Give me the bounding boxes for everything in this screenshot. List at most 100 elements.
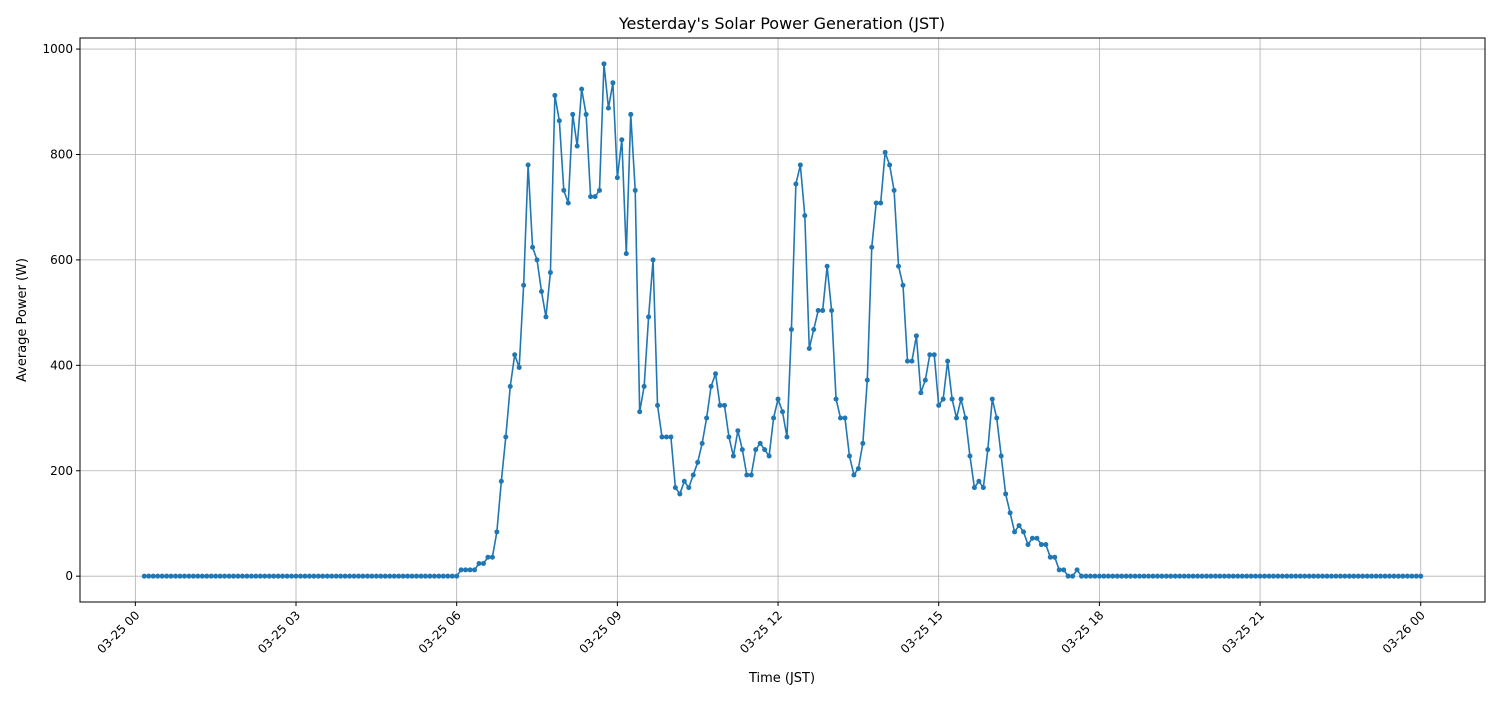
x-tick-label: 03-25 09	[576, 608, 624, 656]
data-point	[342, 573, 348, 579]
data-point	[878, 200, 884, 206]
data-point	[869, 244, 875, 250]
data-point	[1257, 573, 1263, 579]
data-point	[860, 440, 866, 446]
data-point	[271, 573, 277, 579]
data-point	[266, 573, 272, 579]
data-point	[400, 573, 406, 579]
data-point	[927, 352, 933, 358]
data-point	[1386, 573, 1392, 579]
data-point	[1378, 573, 1384, 579]
data-point	[489, 554, 495, 560]
data-point	[1360, 573, 1366, 579]
data-point	[530, 244, 536, 250]
data-point	[547, 270, 553, 276]
data-point	[1413, 573, 1419, 579]
data-point	[1208, 573, 1214, 579]
data-point	[704, 415, 710, 421]
data-point	[797, 162, 803, 168]
data-point	[1270, 573, 1276, 579]
data-point	[1105, 573, 1111, 579]
plot-frame	[79, 37, 1486, 603]
data-point	[918, 390, 924, 396]
data-point	[994, 415, 1000, 421]
data-point	[1181, 573, 1187, 579]
chart-title: Yesterday's Solar Power Generation (JST)	[618, 14, 945, 33]
data-point	[275, 573, 281, 579]
data-point	[949, 396, 955, 402]
data-point	[565, 200, 571, 206]
data-point	[717, 402, 723, 408]
data-point	[820, 308, 826, 314]
data-point	[364, 573, 370, 579]
data-point	[1154, 573, 1160, 579]
data-point	[766, 453, 772, 459]
data-point	[516, 364, 522, 370]
data-point	[1337, 573, 1343, 579]
y-axis: 0 200 400 600 800 1000	[42, 42, 80, 583]
data-point	[521, 282, 527, 288]
data-point	[217, 573, 223, 579]
data-point	[257, 573, 263, 579]
data-point	[1199, 573, 1205, 579]
data-point	[306, 573, 312, 579]
data-point	[155, 573, 161, 579]
data-point	[967, 453, 973, 459]
data-point	[757, 440, 763, 446]
data-point	[146, 573, 152, 579]
data-point	[1137, 573, 1143, 579]
data-point	[605, 105, 611, 111]
data-point	[771, 415, 777, 421]
data-point	[806, 345, 812, 351]
data-point	[534, 257, 540, 263]
data-point	[713, 371, 719, 377]
data-point	[1061, 567, 1067, 573]
data-point	[1114, 573, 1120, 579]
data-point	[1003, 491, 1009, 497]
data-point	[958, 396, 964, 402]
data-point	[1043, 542, 1049, 548]
data-point	[507, 383, 513, 389]
data-point	[360, 573, 366, 579]
data-point	[1012, 529, 1018, 535]
data-point	[329, 573, 335, 579]
data-point	[159, 573, 165, 579]
data-point	[1226, 573, 1232, 579]
data-point	[980, 485, 986, 491]
data-point	[695, 459, 701, 465]
data-point	[802, 213, 808, 219]
data-point	[1172, 573, 1178, 579]
data-point	[320, 573, 326, 579]
data-point	[690, 472, 696, 478]
data-point	[498, 478, 504, 484]
data-point	[1074, 567, 1080, 573]
data-point	[913, 333, 919, 339]
data-point	[373, 573, 379, 579]
data-point	[846, 453, 852, 459]
data-point	[168, 573, 174, 579]
data-point	[1284, 573, 1290, 579]
data-point	[1087, 573, 1093, 579]
data-point	[436, 573, 442, 579]
data-point	[1141, 573, 1147, 579]
data-point	[780, 409, 785, 415]
data-point	[1119, 573, 1125, 579]
data-point	[1248, 573, 1254, 579]
data-point	[1145, 573, 1151, 579]
data-point	[222, 573, 228, 579]
data-point	[753, 447, 759, 453]
data-point	[280, 573, 286, 579]
data-point	[284, 573, 290, 579]
x-tick-label: 03-25 00	[94, 608, 142, 656]
data-point	[721, 402, 727, 408]
data-point	[1177, 573, 1183, 579]
data-point	[784, 434, 790, 440]
data-point	[1297, 573, 1303, 579]
data-point	[1123, 573, 1129, 579]
data-point	[454, 573, 460, 579]
data-point	[1333, 573, 1339, 579]
data-point	[641, 383, 647, 389]
data-point	[650, 257, 656, 263]
data-point	[887, 162, 893, 168]
